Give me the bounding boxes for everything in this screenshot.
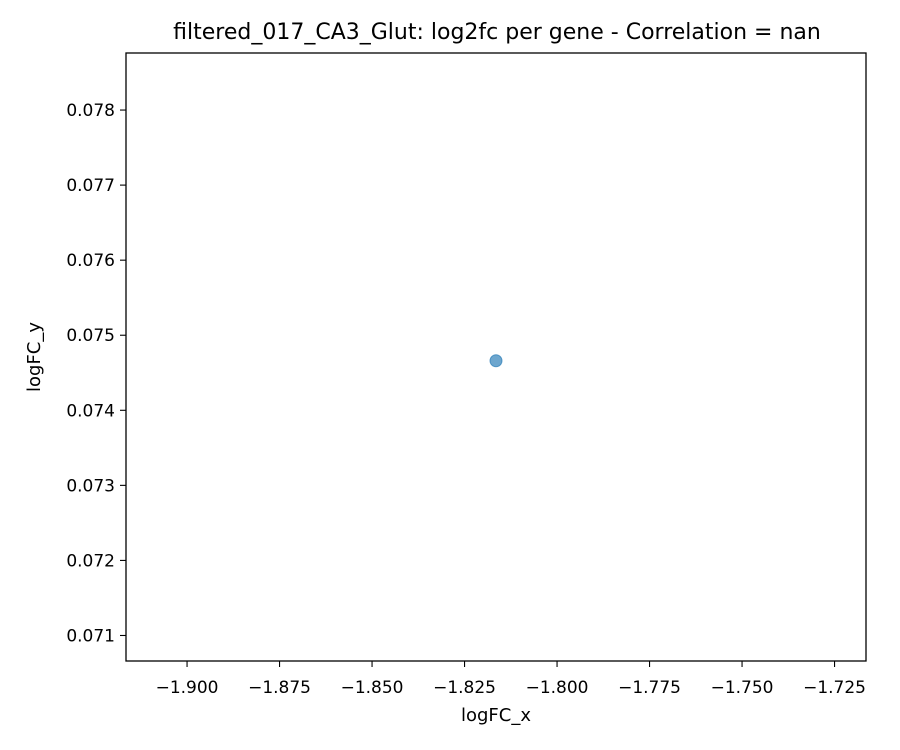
data-points xyxy=(489,354,503,368)
x-axis-label: logFC_x xyxy=(461,705,531,726)
x-tick-label: −1.775 xyxy=(618,678,681,698)
x-tick-label: −1.900 xyxy=(156,678,219,698)
y-tick-label: 0.076 xyxy=(66,251,115,271)
y-tick-label: 0.071 xyxy=(66,626,115,646)
chart-title: filtered_017_CA3_Glut: log2fc per gene -… xyxy=(173,20,821,45)
y-tick-label: 0.078 xyxy=(66,101,115,121)
x-tick-label: −1.850 xyxy=(341,678,404,698)
data-point xyxy=(489,354,503,368)
x-tick-label: −1.750 xyxy=(711,678,774,698)
x-tick-label: −1.825 xyxy=(433,678,496,698)
y-tick-label: 0.073 xyxy=(66,476,115,496)
x-tick-label: −1.725 xyxy=(803,678,866,698)
y-tick-label: 0.074 xyxy=(66,401,115,421)
y-tick-label: 0.072 xyxy=(66,551,115,571)
y-axis-label: logFC_y xyxy=(24,322,45,392)
plot-area-frame xyxy=(125,52,867,662)
x-axis: −1.900 −1.875 −1.850 −1.825 −1.800 −1.775 −1.7… xyxy=(156,661,866,698)
y-tick-label: 0.077 xyxy=(66,176,115,196)
x-tick-label: −1.875 xyxy=(248,678,311,698)
y-axis: 0.071 0.072 0.073 0.074 0.075 0.076 0.077 0.078 xyxy=(66,101,126,646)
x-tick-label: −1.800 xyxy=(526,678,589,698)
y-tick-label: 0.075 xyxy=(66,326,115,346)
